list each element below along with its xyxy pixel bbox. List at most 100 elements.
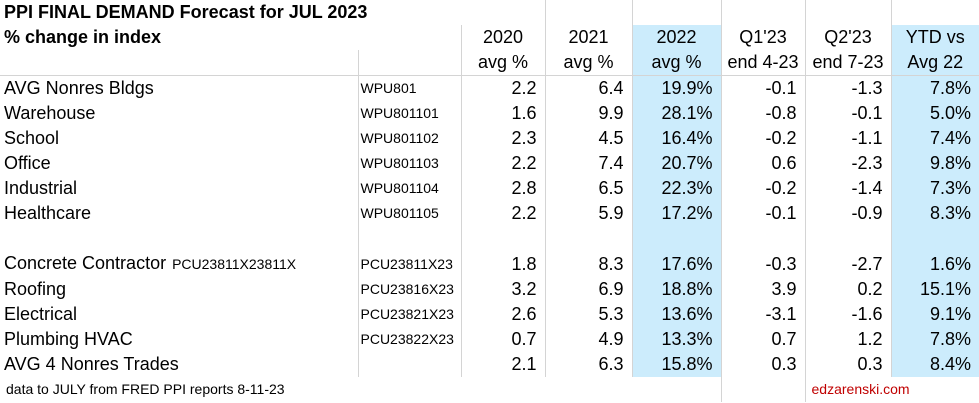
row-value: -3.1 (721, 302, 806, 327)
row-value: 7.4 (545, 151, 633, 176)
row-name: Plumbing HVAC (4, 329, 133, 349)
row-value: -1.1 (805, 126, 892, 151)
row-value: 6.5 (545, 176, 633, 201)
spacer-row (0, 226, 979, 251)
row-value: 2.2 (461, 75, 546, 101)
row-name-cell: Plumbing HVAC (0, 327, 359, 352)
footnote: data to JULY from FRED PPI reports 8-11-… (0, 377, 722, 402)
row-name-cell: Roofing (0, 277, 359, 302)
row-value: 13.3% (632, 327, 722, 352)
row-code (358, 352, 462, 377)
row-value: -0.9 (805, 201, 892, 226)
row-value: 15.8% (632, 352, 722, 377)
row-value: 0.7 (721, 327, 806, 352)
row-value: 28.1% (632, 101, 722, 126)
row-value: -0.2 (721, 126, 806, 151)
row-name: Healthcare (4, 203, 92, 223)
row-value: 2.1 (461, 352, 546, 377)
row-code: WPU801102 (358, 126, 462, 151)
row-value: 0.7 (461, 327, 546, 352)
row-value: -1.3 (805, 75, 892, 101)
table-row: Concrete Contractor PCU23811X23811X PCU238… (0, 251, 979, 277)
col-subheader-ytd: Avg 22 (891, 50, 979, 76)
table-subtitle: % change in index (0, 25, 462, 50)
row-value: 2.2 (461, 201, 546, 226)
row-name-cell: Industrial (0, 176, 359, 201)
row-value: 8.4% (891, 352, 979, 377)
row-value: 9.1% (891, 302, 979, 327)
row-code: WPU801103 (358, 151, 462, 176)
table-row: Roofing PCU23816X23 3.2 6.9 18.8% 3.9 0.2 15.1% (0, 277, 979, 302)
row-value: 0.3 (805, 352, 892, 377)
row-value: 20.7% (632, 151, 722, 176)
table-row: Industrial WPU801104 2.8 6.5 22.3% -0.2 -1.4 7.… (0, 176, 979, 201)
row-value: 18.8% (632, 277, 722, 302)
footer-row: data to JULY from FRED PPI reports 8-11-… (0, 377, 979, 402)
row-name-cell: AVG Nonres Bldgs (0, 75, 359, 101)
row-value: -0.1 (805, 101, 892, 126)
row-value: -0.8 (721, 101, 806, 126)
row-name-cell: Office (0, 151, 359, 176)
row-code: PCU23822X23 (358, 327, 462, 352)
row-inline-code: PCU23811X23811X (172, 256, 297, 272)
row-value: 13.6% (632, 302, 722, 327)
row-name-cell: Electrical (0, 302, 359, 327)
row-code: PCU23821X23 (358, 302, 462, 327)
row-code: PCU23816X23 (358, 277, 462, 302)
row-value: 8.3 (545, 251, 633, 277)
row-value: 7.8% (891, 75, 979, 101)
row-value: 7.3% (891, 176, 979, 201)
row-name: AVG 4 Nonres Trades (4, 354, 179, 374)
row-name: Office (4, 153, 51, 173)
row-value: -1.4 (805, 176, 892, 201)
row-value: 1.2 (805, 327, 892, 352)
col-header-2022: 2022 (632, 25, 722, 50)
table-row: Office WPU801103 2.2 7.4 20.7% 0.6 -2.3 9.8% (0, 151, 979, 176)
row-value: 7.8% (891, 327, 979, 352)
row-value: 1.8 (461, 251, 546, 277)
row-value: 5.0% (891, 101, 979, 126)
row-name: Roofing (4, 279, 67, 299)
col-header-q1: Q1'23 (721, 25, 806, 50)
row-value: -0.1 (721, 75, 806, 101)
row-value: 6.3 (545, 352, 633, 377)
row-value: 2.2 (461, 151, 546, 176)
col-subheader-2021: avg % (545, 50, 633, 76)
col-header-q2: Q2'23 (805, 25, 892, 50)
row-name-cell: Warehouse (0, 101, 359, 126)
row-value: 4.5 (545, 126, 633, 151)
row-value: 3.2 (461, 277, 546, 302)
col-subheader-q1: end 4-23 (721, 50, 806, 76)
credit-label: edzarenski.com (811, 381, 910, 397)
row-value: 0.3 (721, 352, 806, 377)
col-subheader-2022: avg % (632, 50, 722, 76)
row-name: Electrical (4, 304, 78, 324)
row-value: 17.2% (632, 201, 722, 226)
table-row: Electrical PCU23821X23 2.6 5.3 13.6% -3.1 -1.6… (0, 302, 979, 327)
row-value: 2.3 (461, 126, 546, 151)
row-value: 2.8 (461, 176, 546, 201)
row-value: 9.9 (545, 101, 633, 126)
row-value: 1.6 (461, 101, 546, 126)
row-value: 6.4 (545, 75, 633, 101)
row-value: 9.8% (891, 151, 979, 176)
row-value: -2.3 (805, 151, 892, 176)
row-code: PCU23811X23 (358, 251, 462, 277)
table-row: AVG 4 Nonres Trades 2.1 6.3 15.8% 0.3 0.3 8.4% (0, 352, 979, 377)
row-value: -1.6 (805, 302, 892, 327)
col-subheader-q2: end 7-23 (805, 50, 892, 76)
row-value: 8.3% (891, 201, 979, 226)
row-value: -0.2 (721, 176, 806, 201)
header-row-1: % change in index 2020 2021 2022 Q1'23 Q… (0, 25, 979, 50)
row-value: 5.9 (545, 201, 633, 226)
row-value: 6.9 (545, 277, 633, 302)
row-value: 0.2 (805, 277, 892, 302)
table-row: Warehouse WPU801101 1.6 9.9 28.1% -0.8 -0.1 5.0… (0, 101, 979, 126)
row-name: School (4, 128, 60, 148)
table-row: AVG Nonres Bldgs WPU801 2.2 6.4 19.9% -0.1 -1.… (0, 75, 979, 101)
row-name: AVG Nonres Bldgs (4, 78, 154, 98)
row-name: Warehouse (4, 103, 96, 123)
row-value: 16.4% (632, 126, 722, 151)
